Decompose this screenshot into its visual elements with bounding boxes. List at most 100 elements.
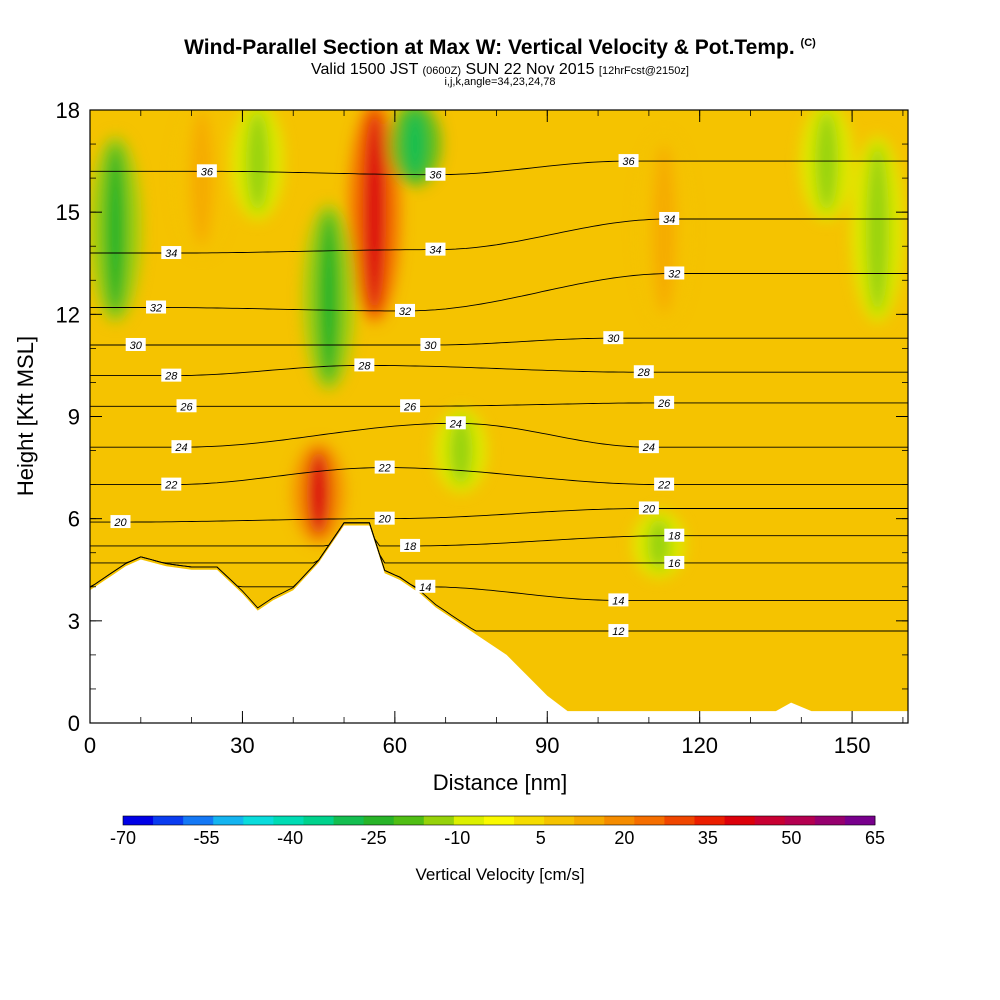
- theta-label-box: [659, 211, 680, 225]
- x-axis-label: Distance [nm]: [433, 770, 568, 795]
- theta-contour-label: 36: [622, 156, 635, 168]
- theta-label-box: [415, 579, 436, 593]
- theta-label-box: [608, 593, 629, 607]
- theta-contour-16: [90, 522, 908, 564]
- colorbar-swatch: [784, 816, 816, 825]
- colorbar-tick-label: 5: [536, 828, 546, 848]
- colorbar-swatch: [814, 816, 846, 825]
- theta-contour-label: 26: [179, 401, 193, 413]
- colorbar-swatch: [664, 816, 695, 825]
- theta-contour-label: 26: [403, 401, 417, 413]
- theta-label-box: [664, 266, 685, 280]
- theta-label-box: [425, 242, 446, 256]
- colorbar-swatch: [754, 816, 786, 825]
- theta-contour-label: 26: [657, 398, 671, 410]
- theta-contour-label: 36: [201, 166, 214, 178]
- theta-label-box: [664, 555, 685, 569]
- colorbar-tick-label: 65: [865, 828, 885, 848]
- theta-label-box: [420, 337, 441, 351]
- theta-contour-label: 22: [378, 463, 391, 475]
- theta-label-box: [161, 477, 182, 491]
- colorbar-tick-label: -70: [110, 828, 136, 848]
- theta-contour-label: 34: [663, 214, 675, 226]
- updraft-core: [652, 144, 676, 315]
- theta-label-box: [638, 440, 659, 454]
- theta-contour-label: 12: [612, 626, 624, 638]
- colorbar-swatch: [333, 816, 365, 825]
- downdraft-core: [449, 416, 473, 485]
- downdraft-core: [865, 144, 890, 315]
- y-axis-label: Height [Kft MSL]: [13, 336, 38, 496]
- x-tick-label: 30: [230, 733, 254, 758]
- theta-label-box: [176, 399, 197, 413]
- theta-label-box: [425, 167, 446, 181]
- colorbar: -70 -55 -40 -25 -10 5 20 35 50 65: [110, 815, 885, 848]
- theta-contour-label: 14: [419, 582, 431, 594]
- theta-contour-label: 36: [429, 170, 442, 182]
- theta-label-box: [618, 154, 639, 168]
- theta-contour-label: 24: [642, 442, 655, 454]
- theta-contour-label: 18: [668, 531, 681, 543]
- colorbar-swatch: [694, 816, 725, 825]
- theta-contour-32: [90, 273, 908, 312]
- theta-contour-label: 34: [165, 248, 177, 260]
- colorbar-swatch: [393, 816, 425, 825]
- colorbar-swatch: [604, 816, 635, 825]
- y-tick-label: 9: [68, 405, 80, 430]
- theta-label-box: [633, 365, 654, 379]
- theta-contour-20: [90, 508, 908, 523]
- theta-contour-label: 16: [668, 558, 681, 570]
- x-tick-label: 120: [681, 733, 718, 758]
- x-tick-label: 60: [383, 733, 407, 758]
- colorbar-swatch: [844, 816, 876, 825]
- colorbar-swatch: [273, 816, 304, 825]
- theta-contour-label: 22: [657, 480, 670, 492]
- theta-label-box: [110, 515, 131, 529]
- theta-label-box: [161, 246, 182, 260]
- theta-contour-22: [90, 467, 908, 486]
- theta-contour-label: 18: [404, 541, 417, 553]
- colorbar-swatch: [183, 816, 214, 825]
- colorbar-swatch: [544, 816, 575, 825]
- colorbar-swatch: [483, 816, 515, 825]
- y-tick-label: 3: [68, 609, 80, 634]
- theta-label-box: [608, 624, 629, 638]
- theta-label-box: [196, 164, 217, 178]
- colorbar-swatch: [303, 816, 334, 825]
- theta-contour-18: [90, 522, 908, 547]
- theta-contour-label: 28: [357, 360, 371, 372]
- theta-contour-30: [90, 337, 908, 346]
- y-tick-label: 6: [68, 507, 80, 532]
- theta-contour-label: 30: [424, 340, 437, 352]
- colorbar-swatch: [243, 816, 274, 825]
- theta-contour-label: 30: [607, 333, 620, 345]
- y-tick-label: 18: [56, 98, 80, 123]
- colorbar-swatch: [423, 816, 455, 825]
- theta-label-box: [374, 511, 395, 525]
- theta-contour-label: 32: [399, 306, 411, 318]
- colorbar-tick-label: -10: [444, 828, 470, 848]
- colorbar-tick-label: 35: [698, 828, 718, 848]
- theta-contour-label: 24: [449, 418, 462, 430]
- theta-contour-label: 20: [642, 503, 656, 515]
- colorbar-frame: [122, 815, 876, 826]
- theta-contour-34: [90, 218, 908, 254]
- theta-contour-36: [90, 160, 908, 176]
- theta-label-box: [400, 399, 421, 413]
- theta-contour-14: [90, 522, 908, 601]
- colorbar-swatch: [724, 816, 756, 825]
- theta-contour-label: 32: [668, 268, 680, 280]
- terrain-mask: [90, 525, 908, 723]
- theta-contour-label: 24: [174, 442, 187, 454]
- theta-label-box: [171, 440, 192, 454]
- colorbar-tick-label: 50: [781, 828, 801, 848]
- theta-label-box: [445, 416, 466, 430]
- colorbar-swatch: [213, 816, 244, 825]
- theta-label-box: [395, 303, 416, 317]
- updraft-core: [362, 110, 387, 315]
- colorbar-swatch: [123, 816, 154, 825]
- theta-label-box: [374, 460, 395, 474]
- theta-contour-label: 34: [429, 245, 441, 257]
- y-tick-label: 12: [56, 302, 80, 327]
